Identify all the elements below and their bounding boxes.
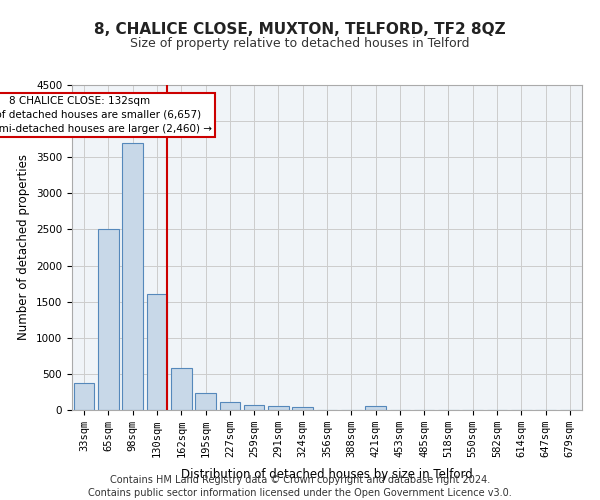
Bar: [292, 407, 313, 410]
Bar: [146, 294, 167, 410]
Bar: [268, 406, 289, 410]
Text: Size of property relative to detached houses in Telford: Size of property relative to detached ho…: [130, 38, 470, 51]
X-axis label: Distribution of detached houses by size in Telford: Distribution of detached houses by size …: [181, 468, 473, 481]
Bar: [74, 382, 94, 410]
Text: Contains HM Land Registry data © Crown copyright and database right 2024.: Contains HM Land Registry data © Crown c…: [110, 475, 490, 485]
Text: Contains public sector information licensed under the Open Government Licence v3: Contains public sector information licen…: [88, 488, 512, 498]
Bar: [122, 143, 143, 410]
Bar: [98, 230, 119, 410]
Bar: [220, 402, 240, 410]
Bar: [195, 394, 216, 410]
Y-axis label: Number of detached properties: Number of detached properties: [17, 154, 31, 340]
Bar: [171, 368, 191, 410]
Bar: [365, 406, 386, 410]
Text: 8, CHALICE CLOSE, MUXTON, TELFORD, TF2 8QZ: 8, CHALICE CLOSE, MUXTON, TELFORD, TF2 8…: [94, 22, 506, 38]
Bar: [244, 405, 265, 410]
Text: 8 CHALICE CLOSE: 132sqm
← 73% of detached houses are smaller (6,657)
27% of semi: 8 CHALICE CLOSE: 132sqm ← 73% of detache…: [0, 96, 212, 134]
